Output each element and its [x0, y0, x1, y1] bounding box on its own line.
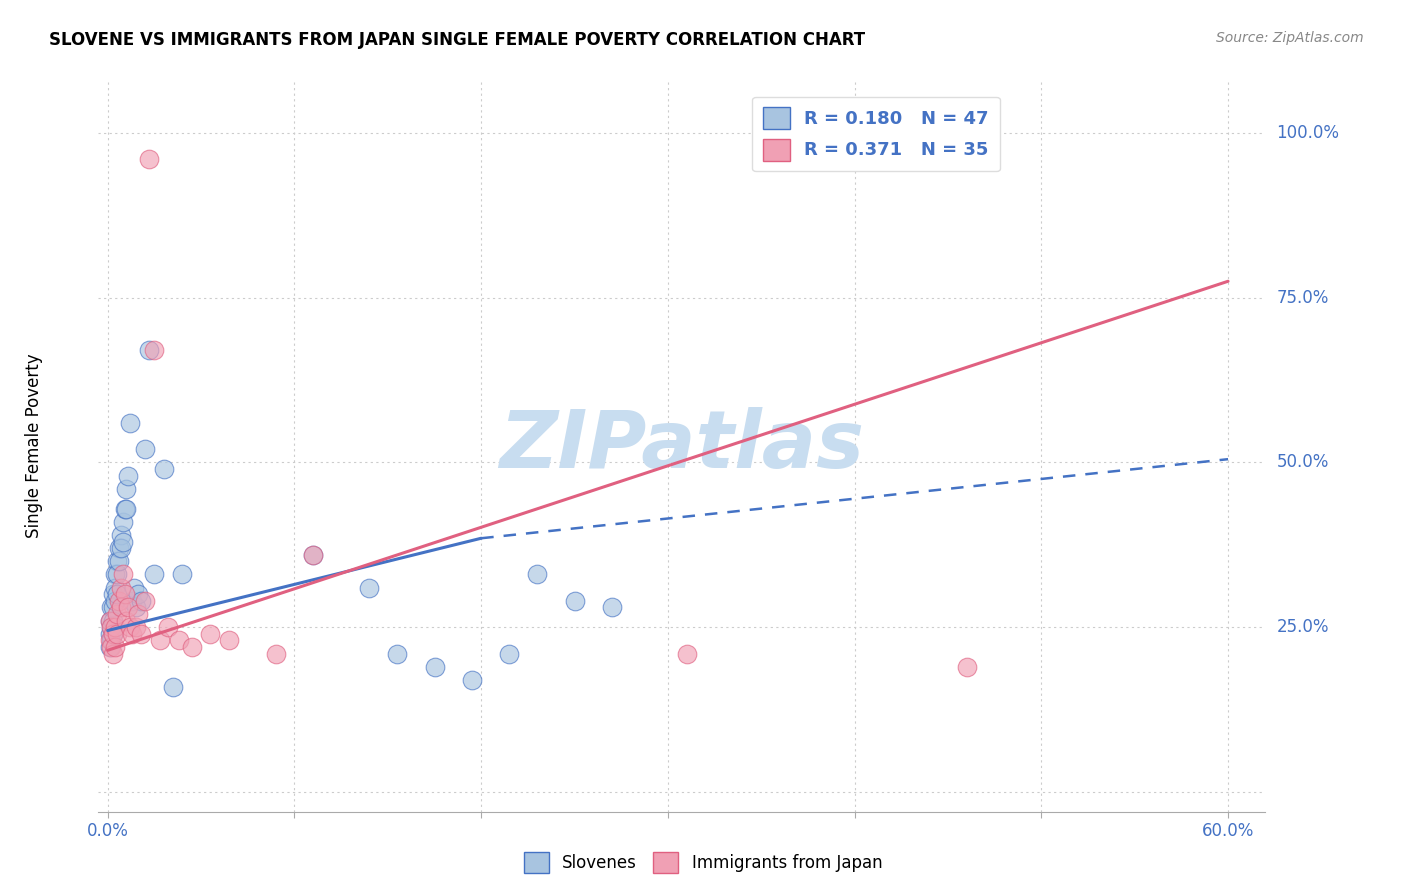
Text: 25.0%: 25.0%: [1277, 618, 1329, 636]
Point: [172, 567, 194, 582]
Point: [98, 627, 121, 641]
Point: [302, 548, 325, 562]
Text: 100.0%: 100.0%: [1277, 124, 1340, 142]
Point: [104, 640, 127, 654]
Point: [121, 594, 143, 608]
Point: [302, 548, 325, 562]
Point: [105, 627, 128, 641]
Point: [121, 627, 143, 641]
Point: [104, 594, 127, 608]
Legend: Slovenes, Immigrants from Japan: Slovenes, Immigrants from Japan: [517, 846, 889, 880]
Point: [162, 680, 184, 694]
Point: [117, 468, 139, 483]
Point: [423, 659, 446, 673]
Point: [103, 647, 125, 661]
Point: [100, 620, 122, 634]
Point: [98, 633, 121, 648]
Point: [143, 567, 166, 582]
Point: [100, 640, 122, 654]
Point: [100, 633, 122, 648]
Point: [103, 587, 125, 601]
Point: [104, 620, 127, 634]
Point: [138, 343, 160, 358]
Point: [200, 627, 222, 641]
Point: [125, 600, 148, 615]
Point: [108, 554, 131, 568]
Point: [264, 647, 287, 661]
Point: [180, 640, 202, 654]
Point: [103, 614, 125, 628]
Text: 50.0%: 50.0%: [1277, 453, 1329, 472]
Point: [218, 633, 240, 648]
Point: [152, 462, 174, 476]
Point: [110, 581, 132, 595]
Point: [103, 600, 125, 615]
Point: [105, 554, 128, 568]
Point: [120, 416, 142, 430]
Point: [105, 587, 128, 601]
Point: [115, 614, 138, 628]
Text: Single Female Poverty: Single Female Poverty: [25, 354, 44, 538]
Point: [461, 673, 484, 687]
Point: [359, 581, 381, 595]
Point: [105, 607, 128, 621]
Point: [104, 581, 127, 595]
Point: [104, 567, 127, 582]
Point: [103, 627, 125, 641]
Point: [138, 153, 160, 167]
Point: [956, 659, 979, 673]
Point: [111, 534, 134, 549]
Point: [103, 627, 125, 641]
Point: [385, 647, 408, 661]
Point: [122, 581, 145, 595]
Point: [149, 633, 172, 648]
Text: SLOVENE VS IMMIGRANTS FROM JAPAN SINGLE FEMALE POVERTY CORRELATION CHART: SLOVENE VS IMMIGRANTS FROM JAPAN SINGLE …: [49, 31, 865, 49]
Point: [115, 501, 138, 516]
Point: [98, 640, 121, 654]
Point: [498, 647, 520, 661]
Point: [600, 600, 623, 615]
Point: [100, 620, 122, 634]
Point: [100, 600, 122, 615]
Text: Source: ZipAtlas.com: Source: ZipAtlas.com: [1216, 31, 1364, 45]
Point: [114, 501, 136, 516]
Point: [564, 594, 586, 608]
Point: [115, 482, 138, 496]
Legend: R = 0.180   N = 47, R = 0.371   N = 35: R = 0.180 N = 47, R = 0.371 N = 35: [752, 96, 1000, 171]
Point: [110, 541, 132, 556]
Point: [134, 594, 156, 608]
Point: [110, 600, 132, 615]
Point: [111, 567, 134, 582]
Point: [131, 594, 153, 608]
Point: [156, 620, 179, 634]
Point: [120, 620, 142, 634]
Point: [167, 633, 190, 648]
Text: ZIPatlas: ZIPatlas: [499, 407, 865, 485]
Point: [98, 614, 121, 628]
Point: [131, 627, 153, 641]
Point: [114, 587, 136, 601]
Point: [134, 442, 156, 457]
Point: [111, 515, 134, 529]
Point: [143, 343, 166, 358]
Point: [98, 614, 121, 628]
Point: [108, 541, 131, 556]
Point: [125, 620, 148, 634]
Point: [110, 528, 132, 542]
Point: [526, 567, 548, 582]
Text: 75.0%: 75.0%: [1277, 289, 1329, 307]
Point: [105, 567, 128, 582]
Point: [117, 600, 139, 615]
Point: [108, 594, 131, 608]
Point: [675, 647, 697, 661]
Point: [127, 587, 149, 601]
Point: [127, 607, 149, 621]
